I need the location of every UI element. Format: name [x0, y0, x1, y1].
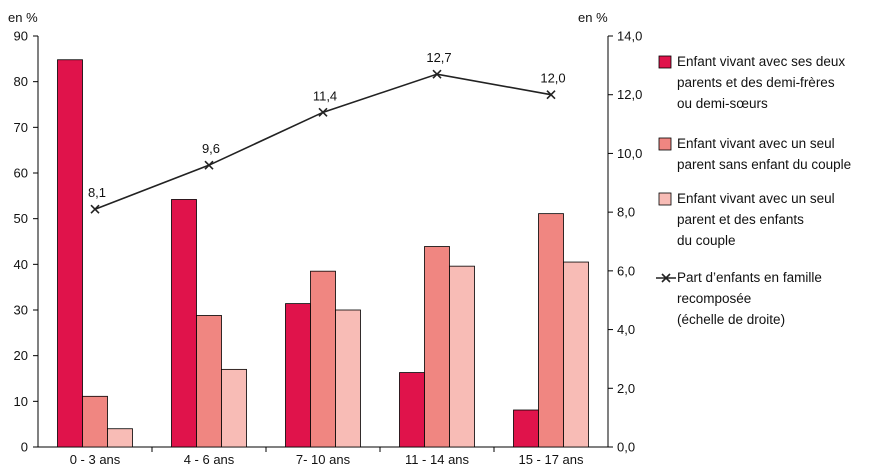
bar [563, 261, 589, 448]
cross-marker [546, 90, 556, 100]
legend-swatch [658, 192, 672, 206]
left-tick-label: 80 [14, 74, 28, 89]
bar [196, 315, 222, 448]
line-point [432, 69, 442, 79]
line-data-label: 11,4 [313, 88, 337, 103]
legend-entry: Enfant vivant avec un seul parent sans en… [658, 136, 851, 172]
cross-marker [432, 69, 442, 79]
bar [310, 270, 336, 448]
legend-entry: Enfant vivant avec un seul parent et des … [658, 191, 835, 248]
legend-label: recomposée [677, 291, 751, 306]
bar [285, 303, 311, 448]
bar [221, 368, 247, 448]
right-tick-label: 0,0 [617, 440, 635, 455]
right-tick-label: 2,0 [617, 381, 635, 396]
legend-label: Part d’enfants en famille [677, 270, 822, 285]
legend-label: (échelle de droite) [677, 312, 785, 327]
line-series: 8,1 9,6 11,4 12,7 12,0 [88, 50, 566, 214]
left-tick-label: 0 [21, 440, 28, 455]
line-point [546, 90, 556, 100]
line-point [90, 204, 100, 214]
bar [107, 428, 133, 448]
bar [513, 409, 539, 448]
legend-label: parent sans enfant du couple [677, 157, 851, 172]
x-tick-label: 11 - 14 ans [405, 452, 470, 467]
left-tick-label: 20 [14, 348, 28, 363]
bars [57, 59, 589, 448]
legend: Enfant vivant avec ses deux parents et de… [656, 54, 851, 327]
line-point [318, 107, 328, 117]
line-point [204, 160, 214, 170]
legend-label: ou demi-sœurs [677, 96, 768, 111]
legend-swatch [658, 55, 672, 69]
axes: 0 10 20 30 40 50 60 70 80 90 0,0 2,0 4,0 6,0 8,0 10,0 12… [8, 10, 642, 467]
right-tick-label: 4,0 [617, 322, 635, 337]
legend-label: parent et des enfants [677, 212, 804, 227]
bar [424, 246, 450, 448]
bar [171, 199, 197, 448]
bar [449, 265, 475, 448]
cross-marker [318, 107, 328, 117]
right-tick-label: 6,0 [617, 263, 635, 278]
right-tick-label: 12,0 [617, 87, 642, 102]
left-tick-label: 90 [14, 29, 28, 44]
line-data-label: 12,0 [540, 71, 565, 86]
line-data-label: 8,1 [88, 185, 106, 200]
left-tick-label: 30 [14, 303, 28, 318]
x-tick-label: 7- 10 ans [296, 452, 351, 467]
right-tick-label: 14,0 [617, 29, 642, 44]
legend-entry: Part d’enfants en famille recomposée (éche… [656, 270, 822, 327]
cross-marker [204, 160, 214, 170]
legend-entry: Enfant vivant avec ses deux parents et de… [658, 54, 845, 111]
legend-label: Enfant vivant avec un seul [677, 191, 835, 206]
left-axis-unit: en % [8, 10, 38, 25]
bar [335, 309, 361, 448]
left-tick-label: 70 [14, 120, 28, 135]
right-tick-label: 10,0 [617, 146, 642, 161]
x-tick-label: 0 - 3 ans [70, 452, 121, 467]
bar [538, 213, 564, 448]
line-data-label: 12,7 [426, 50, 451, 65]
cross-marker [90, 204, 100, 214]
bar [399, 372, 425, 448]
cross-marker [661, 273, 671, 283]
bar [57, 59, 83, 448]
right-axis-unit: en % [578, 10, 608, 25]
left-tick-label: 50 [14, 211, 28, 226]
left-tick-label: 10 [14, 394, 28, 409]
left-tick-label: 60 [14, 166, 28, 181]
legend-label: Enfant vivant avec ses deux [677, 54, 845, 69]
x-tick-label: 15 - 17 ans [518, 452, 584, 467]
legend-label: Enfant vivant avec un seul [677, 136, 835, 151]
right-tick-label: 8,0 [617, 205, 635, 220]
legend-label: du couple [677, 233, 736, 248]
legend-swatch [658, 137, 672, 151]
left-tick-label: 40 [14, 257, 28, 272]
bar [82, 395, 108, 448]
line-data-label: 9,6 [202, 141, 220, 156]
x-tick-label: 4 - 6 ans [184, 452, 235, 467]
legend-label: parents et des demi-frères [677, 75, 835, 90]
